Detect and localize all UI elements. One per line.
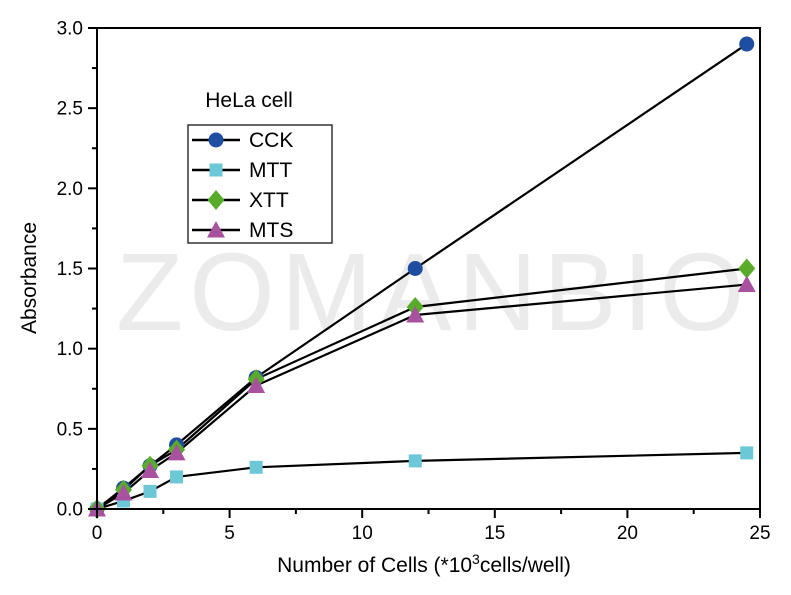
x-tick-label: 20 (617, 523, 638, 544)
x-tick-label: 5 (224, 523, 235, 544)
marker-xtt (738, 258, 756, 279)
legend-marker-xtt (207, 190, 225, 210)
marker-mtt (740, 446, 754, 460)
y-tick-label: 1.0 (57, 339, 83, 360)
legend-label-cck: CCK (249, 129, 293, 152)
legend-label-mts: MTS (249, 219, 293, 242)
y-tick-label: 1.5 (57, 259, 83, 280)
legend-title: HeLa cell (205, 89, 293, 112)
y-tick-label: 0.5 (57, 419, 83, 440)
legend-marker-mts (207, 221, 225, 238)
y-tick-label: 2.5 (57, 99, 83, 120)
y-tick-label: 0.0 (57, 500, 83, 521)
marker-mts (141, 461, 160, 479)
legend-label-mtt: MTT (249, 159, 292, 182)
marker-cck (739, 36, 755, 52)
marker-mts (167, 443, 186, 461)
legend-marker-cck (208, 132, 224, 148)
marker-cck (407, 261, 423, 276)
watermark-text: ZOMANBIO (116, 231, 751, 354)
marker-mtt (408, 454, 422, 468)
marker-mts (114, 483, 133, 501)
x-tick-label: 15 (484, 523, 505, 544)
y-tick-label: 2.0 (57, 179, 83, 200)
y-axis-title: Absorbance (18, 222, 41, 334)
x-axis-title: Number of Cells (*103cells/well) (277, 551, 571, 577)
x-tick-label: 10 (352, 523, 373, 544)
legend-label-xtt: XTT (249, 189, 289, 212)
marker-mtt (143, 484, 157, 498)
marker-mtt (170, 470, 184, 484)
y-tick-label: 3.0 (57, 19, 83, 40)
marker-mtt (249, 460, 263, 474)
marker-mts (247, 376, 266, 394)
legend-marker-mtt (209, 163, 223, 177)
x-tick-label: 25 (749, 523, 770, 544)
x-tick-label: 0 (92, 523, 103, 544)
series-line-mtt (96, 451, 747, 511)
marker-mts (737, 275, 756, 293)
marker-mts (406, 305, 425, 323)
